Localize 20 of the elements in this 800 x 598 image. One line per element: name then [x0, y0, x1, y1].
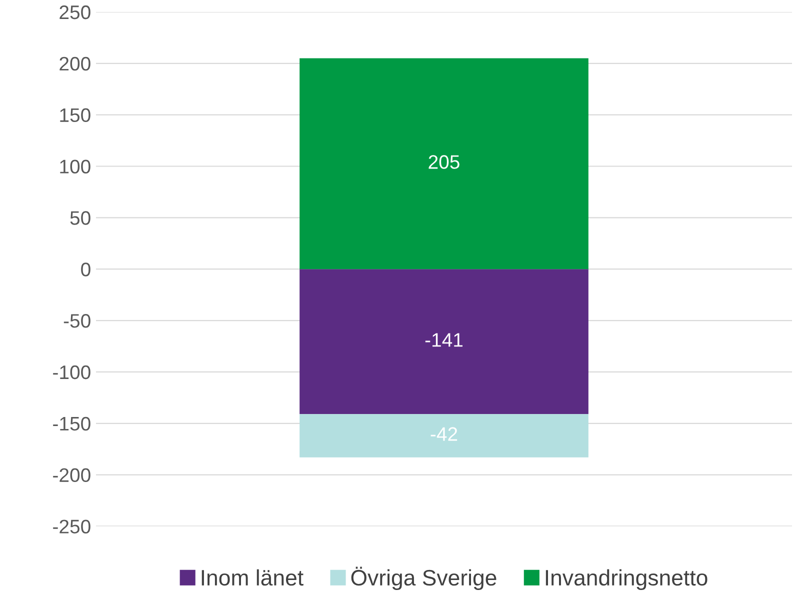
y-tick-label: 0 — [81, 262, 90, 276]
bar — [300, 414, 588, 458]
y-tick-label: 200 — [60, 56, 90, 71]
y-tick-label: 150 — [60, 108, 90, 122]
bar — [300, 269, 588, 414]
y-tick-label: -200 — [53, 468, 90, 482]
y-tick-label: 50 — [70, 211, 90, 225]
bar — [300, 58, 588, 270]
y-tick-label: -250 — [53, 520, 90, 534]
y-tick-label: -100 — [53, 365, 90, 380]
y-tick-label: -50 — [64, 314, 90, 328]
y-tick-label: 250 — [60, 5, 90, 20]
y-tick-label: 100 — [60, 160, 90, 174]
data-label: -42 — [430, 427, 458, 441]
y-tick-label: -150 — [53, 416, 90, 431]
legend-label: Inom länet — [202, 569, 304, 586]
legend-label: Övriga Sverige — [351, 566, 496, 590]
legend-label: Invandringsnetto — [546, 569, 708, 590]
data-label: 205 — [428, 155, 460, 169]
data-label: -141 — [425, 333, 463, 347]
